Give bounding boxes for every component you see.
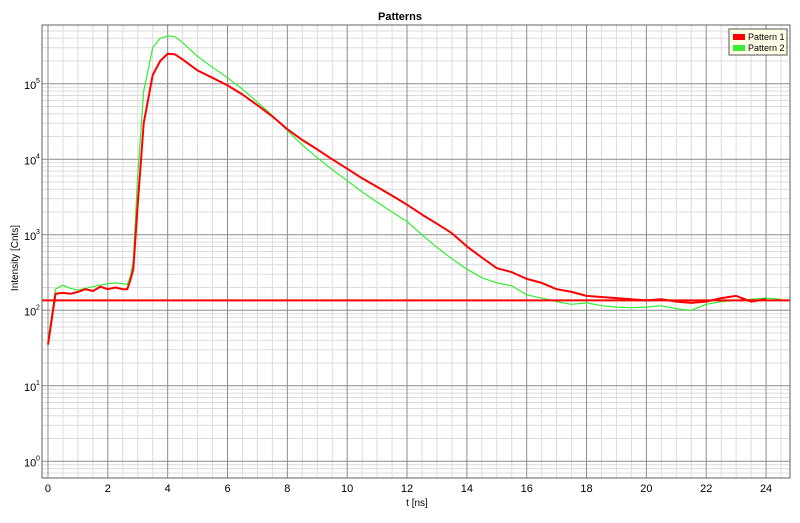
legend-label: Pattern 2: [748, 43, 785, 53]
chart-title: Patterns: [378, 11, 422, 23]
y-tick-label: 10: [24, 231, 36, 243]
legend-swatch: [733, 34, 745, 40]
y-tick-label: 10: [24, 80, 36, 92]
x-axis-label: t [ns]: [406, 498, 428, 509]
plot-frame: [41, 24, 791, 479]
y-tick-exponent: 2: [36, 304, 40, 311]
y-tick-label: 10: [24, 155, 36, 167]
x-tick-label: 4: [165, 483, 171, 495]
x-tick-label: 0: [45, 483, 51, 495]
y-axis-label: Intensity [Cnts]: [10, 225, 21, 291]
x-tick-label: 12: [401, 483, 413, 495]
x-tick-label: 10: [341, 483, 353, 495]
y-tick-exponent: 1: [36, 380, 40, 387]
series-line-pattern-2: [47, 35, 782, 341]
x-tick-label: 20: [640, 483, 652, 495]
y-tick-exponent: 4: [36, 153, 40, 160]
y-tick-exponent: 0: [36, 455, 40, 462]
x-tick-label: 24: [760, 483, 772, 495]
y-tick-label: 10: [24, 382, 36, 394]
x-tick-label: 8: [284, 483, 290, 495]
y-tick-label: 10: [24, 306, 36, 318]
legend-swatch: [733, 45, 745, 51]
x-tick-label: 16: [521, 483, 533, 495]
y-tick-label: 10: [24, 457, 36, 469]
x-tick-label: 14: [461, 483, 473, 495]
x-tick-label: 22: [700, 483, 712, 495]
x-tick-label: 6: [224, 483, 230, 495]
y-tick-exponent: 3: [36, 229, 40, 236]
y-tick-exponent: 5: [36, 78, 40, 85]
x-tick-label: 18: [580, 483, 592, 495]
legend-label: Pattern 1: [748, 32, 785, 42]
series-line-pattern-1: [47, 52, 767, 345]
x-tick-label: 2: [105, 483, 111, 495]
